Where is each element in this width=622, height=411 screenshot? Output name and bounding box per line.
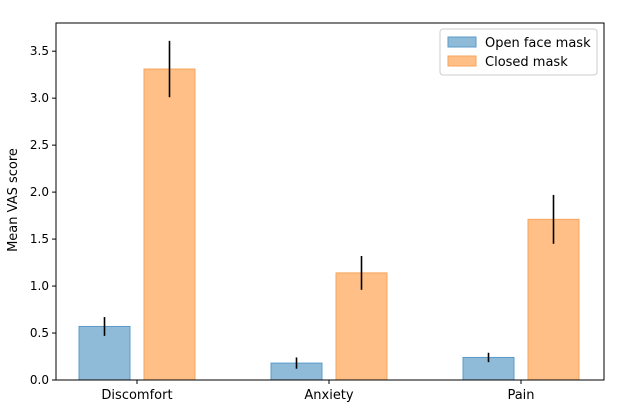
legend-swatch-closed-mask [447, 55, 477, 67]
legend-label-open-face-mask: Open face mask [485, 36, 591, 51]
y-tick-label: 1.0 [30, 279, 49, 293]
y-tick-label: 1.5 [30, 232, 49, 246]
y-axis-label: Mean VAS score [6, 148, 21, 252]
bar-closed-mask-anxiety [335, 272, 388, 381]
legend-swatch-open-face-mask [447, 36, 477, 48]
y-tick-label: 0.5 [30, 326, 49, 340]
x-tick-label-anxiety: Anxiety [304, 388, 354, 403]
legend-label-closed-mask: Closed mask [485, 55, 568, 70]
plot-frame [55, 22, 605, 381]
x-tick-label-discomfort: Discomfort [101, 388, 172, 403]
y-tick-label: 3.5 [30, 44, 49, 58]
y-tick-label: 0.0 [30, 373, 49, 387]
bar-closed-mask-pain [527, 218, 580, 381]
bar-closed-mask-discomfort [143, 68, 196, 381]
y-tick-label: 3.0 [30, 91, 49, 105]
legend-box [439, 28, 598, 76]
y-tick-label: 2.5 [30, 138, 49, 152]
x-tick-label-pain: Pain [507, 388, 534, 403]
y-tick-label: 2.0 [30, 185, 49, 199]
